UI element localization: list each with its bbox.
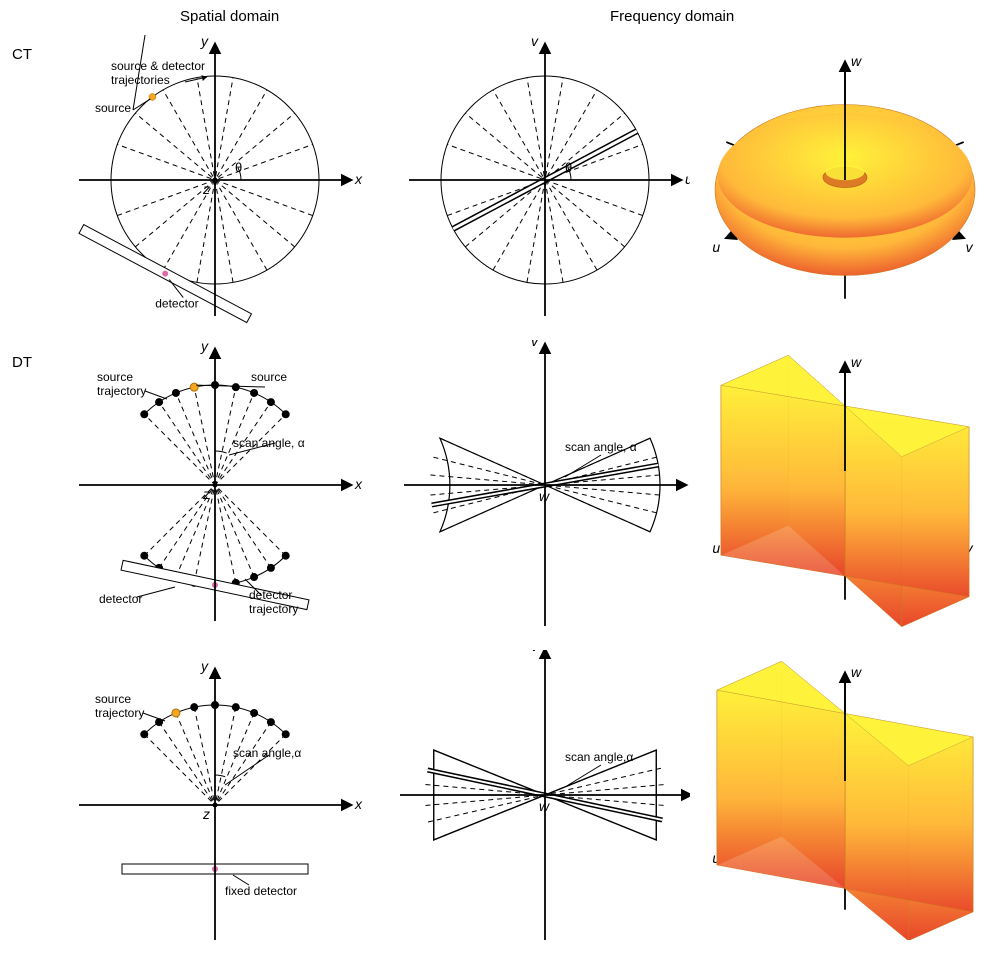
- svg-text:w: w: [539, 488, 550, 504]
- panel-ct-spatial: θ x y z source & detectortrajectories source d…: [60, 35, 370, 325]
- svg-text:source: source: [251, 370, 287, 384]
- svg-text:trajectories: trajectories: [111, 73, 170, 87]
- svg-text:y: y: [200, 35, 209, 49]
- panel-ct-freq2d: θ u v: [400, 35, 690, 325]
- svg-text:source: source: [95, 101, 131, 115]
- svg-text:trajectory: trajectory: [249, 602, 298, 616]
- svg-text:x: x: [354, 171, 363, 187]
- svg-text:u: u: [685, 171, 690, 187]
- svg-text:w: w: [851, 664, 862, 680]
- svg-text:y: y: [200, 658, 209, 674]
- svg-text:scan angle, α: scan angle, α: [233, 436, 305, 450]
- svg-text:v: v: [531, 35, 539, 49]
- col-header-spatial: Spatial domain: [180, 8, 279, 25]
- svg-text:z: z: [202, 486, 210, 502]
- svg-text:θ: θ: [235, 160, 242, 175]
- svg-text:source & detector: source & detector: [111, 59, 205, 73]
- panel-dt-freq2d: scan angle, αuvw: [400, 340, 690, 630]
- svg-text:source: source: [95, 692, 131, 706]
- svg-text:fixed detector: fixed detector: [225, 884, 297, 898]
- svg-text:detector: detector: [99, 592, 142, 606]
- col-header-frequency: Frequency domain: [610, 8, 734, 25]
- svg-text:trajectory: trajectory: [97, 384, 146, 398]
- svg-text:v: v: [966, 239, 974, 255]
- svg-text:w: w: [851, 354, 862, 370]
- svg-text:source: source: [97, 370, 133, 384]
- panel-dt2-spatial: x y z scan angle,α sourcetrajectory fixed det…: [60, 650, 370, 940]
- svg-text:scan angle, α: scan angle, α: [565, 440, 637, 454]
- svg-text:scan angle,α: scan angle,α: [233, 746, 301, 760]
- svg-text:y: y: [200, 340, 209, 354]
- svg-text:u: u: [712, 540, 720, 556]
- svg-text:w: w: [851, 53, 862, 69]
- svg-text:θ: θ: [565, 160, 572, 175]
- panel-dt-freq3d: wvu: [700, 340, 990, 630]
- svg-text:z: z: [202, 806, 210, 822]
- panel-dt2-freq2d: scan angle,αuvw: [400, 650, 690, 940]
- svg-text:x: x: [354, 476, 363, 492]
- row-label-ct: CT: [12, 46, 32, 63]
- svg-text:u: u: [712, 239, 720, 255]
- svg-text:trajectory: trajectory: [95, 706, 144, 720]
- svg-text:scan angle,α: scan angle,α: [565, 750, 633, 764]
- row-label-dt: DT: [12, 354, 32, 371]
- panel-ct-freq3d: w v u: [700, 35, 990, 325]
- panel-dt2-freq3d: wvu: [700, 650, 990, 940]
- svg-text:v: v: [531, 340, 539, 349]
- svg-text:v: v: [531, 650, 539, 654]
- svg-text:z: z: [202, 181, 210, 197]
- svg-text:w: w: [539, 798, 550, 814]
- svg-text:detector: detector: [155, 297, 198, 311]
- svg-text:x: x: [354, 796, 363, 812]
- panel-dt-spatial: xyzscan angle, αsourcetrajectorysourcede…: [60, 340, 370, 630]
